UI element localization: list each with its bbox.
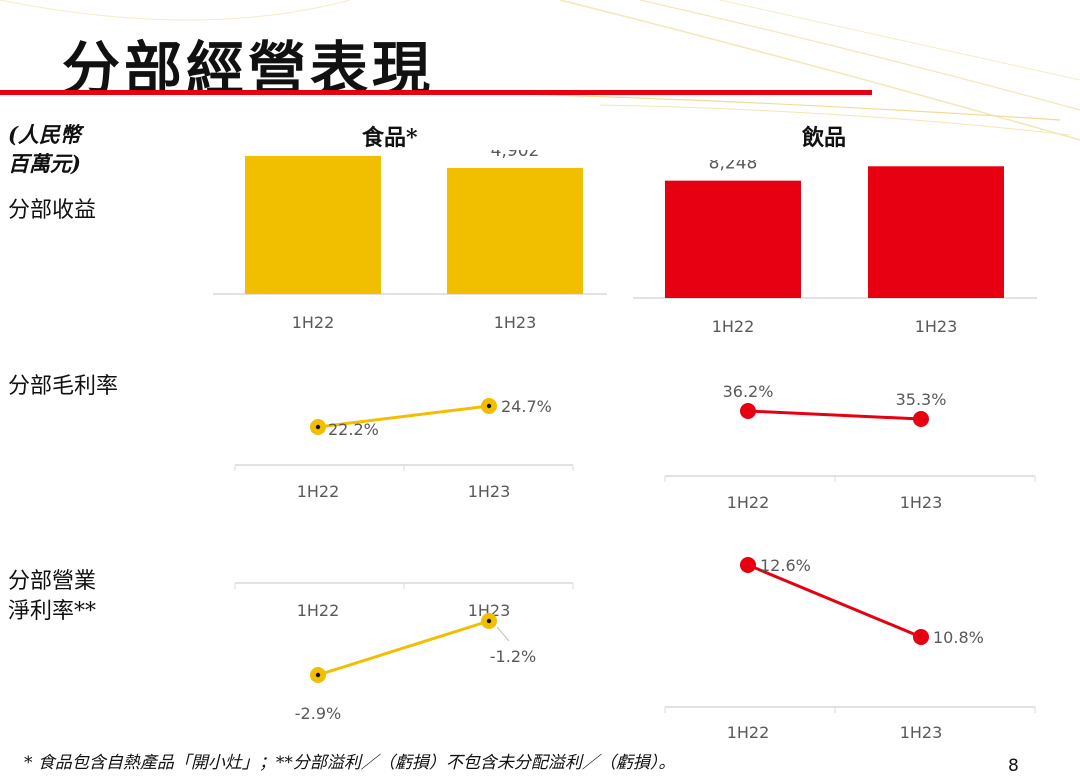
- page-number: 8: [1008, 756, 1019, 776]
- data-label: 36.2%: [723, 382, 774, 401]
- column-header-food: 食品*: [362, 125, 418, 151]
- data-label: 35.3%: [896, 390, 947, 409]
- x-tick-label: 1H23: [900, 723, 943, 742]
- data-label: -2.9%: [295, 704, 341, 723]
- row-label-net-margin-line-1: 分部營業: [8, 569, 97, 594]
- x-tick-label: 1H22: [727, 493, 770, 512]
- x-tick-label: 1H23: [494, 313, 537, 332]
- data-point: [913, 411, 929, 427]
- x-tick-label: 1H22: [297, 482, 340, 501]
- data-point-center: [315, 424, 321, 430]
- series-line: [317, 404, 490, 429]
- series-line: [317, 619, 490, 677]
- x-tick-label: 1H22: [712, 317, 755, 336]
- bar: [245, 155, 381, 294]
- data-label: 4,902: [491, 150, 540, 161]
- data-label: 22.2%: [328, 420, 379, 439]
- data-point-center: [486, 403, 492, 409]
- x-tick-label: 1H22: [727, 723, 770, 742]
- unit-label: (人民幣 百萬元): [8, 120, 81, 178]
- bar: [868, 166, 1004, 298]
- bar: [447, 167, 583, 294]
- food-gross-margin-chart: 1H22 1H23 22.2% 24.7%: [234, 397, 574, 501]
- row-label-revenue: 分部收益: [8, 198, 97, 223]
- data-point: [740, 403, 756, 419]
- leader-line: [496, 626, 510, 642]
- bar: [665, 180, 801, 298]
- food-revenue-chart: 1H221H235,3694,902: [213, 150, 607, 332]
- beverage-gross-margin-chart: 1H22 1H23 36.2% 35.3%: [664, 382, 1036, 512]
- unit-label-line-2: 百萬元): [8, 151, 81, 176]
- x-tick-label: 1H23: [468, 482, 511, 501]
- data-point-center: [486, 618, 492, 624]
- data-label: 24.7%: [501, 397, 552, 416]
- unit-label-line-1: (人民幣: [8, 122, 81, 147]
- data-label: 10.8%: [933, 628, 984, 647]
- row-label-net-margin-line-2: 淨利率**: [8, 599, 97, 624]
- series-line: [747, 409, 922, 421]
- data-label: 12.6%: [760, 556, 811, 575]
- food-net-margin-chart: 1H22 1H23 -2.9% -1.2%: [234, 582, 574, 723]
- title-underline: [0, 90, 872, 95]
- x-tick-label: 1H22: [292, 313, 335, 332]
- x-tick-label: 1H23: [915, 317, 958, 336]
- x-tick-label: 1H23: [468, 601, 511, 620]
- data-label: -1.2%: [490, 647, 536, 666]
- data-label: 8,248: [709, 160, 758, 174]
- series-line: [747, 563, 922, 639]
- footnote: * 食品包含自熱產品「開小灶」；**分部溢利／（虧損）不包含未分配溢利／（虧損）…: [24, 753, 676, 773]
- data-point-center: [315, 672, 321, 678]
- x-tick-label: 1H22: [297, 601, 340, 620]
- row-label-gross-margin: 分部毛利率: [8, 374, 119, 399]
- data-point: [740, 557, 756, 573]
- column-header-beverage: 飲品: [802, 125, 847, 151]
- row-label-net-margin: 分部營業 淨利率**: [8, 567, 96, 627]
- beverage-net-margin-chart: 1H22 1H23 12.6% 10.8%: [664, 556, 1036, 742]
- data-point: [913, 629, 929, 645]
- x-tick-label: 1H23: [900, 493, 943, 512]
